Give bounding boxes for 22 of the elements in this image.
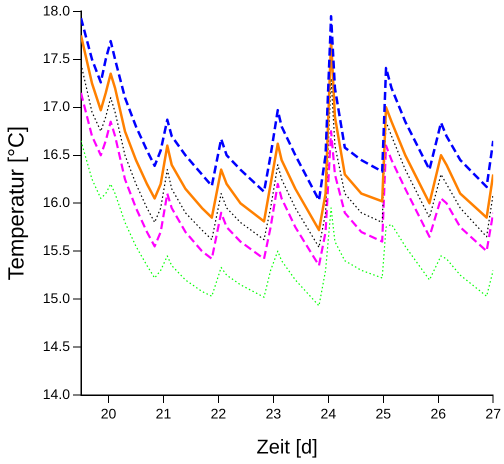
y-tick-label: 16.5 [42,146,70,162]
y-tick-label: 18.0 [42,2,70,18]
x-tick-label: 21 [156,405,172,422]
y-tick-label: 17.0 [42,98,70,114]
x-tick-label: 23 [266,405,282,422]
x-tick-label: 24 [320,405,336,422]
x-tick-label: 27 [485,405,502,422]
x-tick-label: 20 [100,405,116,422]
x-tick-label: 25 [376,405,392,422]
line-series [81,140,494,306]
y-tick-label: 14.0 [42,386,70,402]
y-axis-title: Temperatur [°C] [3,126,28,280]
x-axis-title: Zeit [d] [256,436,318,459]
line-series [81,14,494,202]
y-tick-label: 17.5 [42,50,70,66]
y-tick-label: 15.5 [42,242,70,258]
x-tick-label: 26 [430,405,446,422]
y-tick-label: 15.0 [42,290,70,306]
y-tick-label: 14.5 [42,338,70,354]
line-series [81,92,494,267]
y-tick-label: 16.0 [42,194,70,210]
x-tick-label: 22 [210,405,226,422]
